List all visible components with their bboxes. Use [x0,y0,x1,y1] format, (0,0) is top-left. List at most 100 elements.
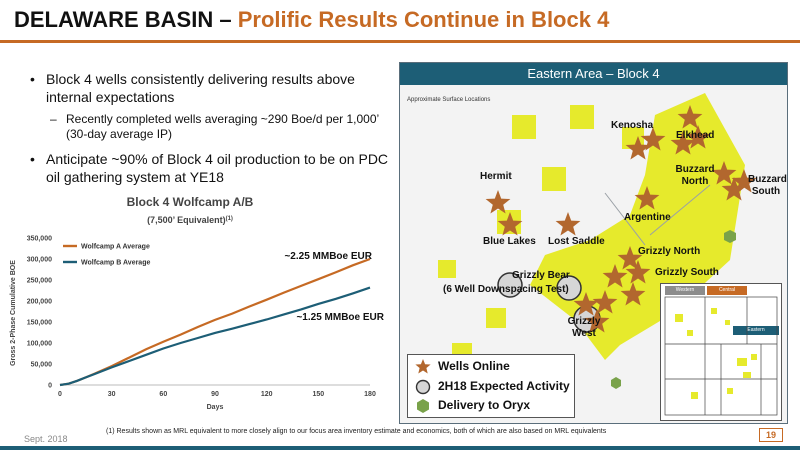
title-basin: DELAWARE BASIN – [14,7,238,32]
chart-ylabel: Gross 2-Phase Cumulative BOE [10,260,17,366]
legend-label: Wolfcamp B Average [81,260,150,267]
well-star-icon [602,264,628,288]
legend-wells-online: Wells Online [438,359,510,373]
well-star-icon [617,246,643,270]
chart-legend: Wolfcamp A Average Wolfcamp B Average [63,244,150,267]
eur-annotation: ~2.25 MMBoe EUR [284,251,372,262]
inset-central-tag: Central [707,286,747,295]
map-gridline [604,192,646,246]
chart-subtitle: (7,500’ Equivalent)(1) [147,215,233,225]
chart-lines [59,257,371,387]
inset-map: Western Central Eastern [660,283,782,421]
inset-acreage-block [737,358,747,366]
inset-map-graphic [664,296,778,416]
inset-acreage-block [691,392,698,399]
map-panel: Eastern Area – Block 4 [399,62,788,424]
sub-bullet-ip-rate: Recently completed wells averaging ~290 … [28,112,393,142]
inset-eastern-tag: Eastern [733,326,779,335]
y-tick-label: 300,000 [27,257,52,264]
bullet-block4-results: Block 4 wells consistently delivering re… [28,70,393,106]
x-tick-label: 0 [58,391,62,398]
inset-acreage-block [727,388,733,394]
well-star-icon [497,212,523,236]
y-tick-label: 100,000 [27,341,52,348]
wolfcamp-cumulative-chart: Block 4 Wolfcamp A/B (7,500’ Equivalent)… [10,195,385,411]
footer-date: Sept. 2018 [24,434,68,444]
label-grizzly-west: Grizzly West [567,316,601,339]
well-star-icon [625,136,651,160]
delivery-marker-grizzly-west [611,377,621,389]
well-star-icon [721,177,747,201]
map-gridlines [604,184,711,246]
acreage-block [542,167,566,191]
acreage-block [486,308,506,328]
label-hermit: Hermit [480,171,512,182]
x-tick-label: 150 [312,391,324,398]
delivery-marker-buzzard [724,230,736,243]
title-bar: DELAWARE BASIN – Prolific Results Contin… [0,0,800,44]
chart-xlabel: Days [207,404,224,411]
label-kenosha: Kenosha [611,120,654,131]
series-line-wolfcamp-b [59,286,371,387]
label-elkhead: Elkhead [676,130,715,141]
label-lost-saddle: Lost Saddle [548,236,605,247]
delivery-markers [611,230,736,389]
legend-expected-activity: 2H18 Expected Activity [438,379,570,393]
hexagon-icon [417,399,429,413]
x-tick-label: 30 [108,391,116,398]
expected-marker-lost-saddle [556,275,582,301]
x-tick-label: 90 [211,391,219,398]
x-tick-label: 180 [364,391,376,398]
chart-subtitle-sup: (1) [226,216,233,222]
x-tick-label: 120 [261,391,273,398]
well-star-icon [640,127,666,151]
footnote: (1) Results shown as MRL equivalent to m… [106,428,607,435]
acreage-block [512,115,536,139]
y-tick-label: 0 [48,383,52,390]
page-title: DELAWARE BASIN – Prolific Results Contin… [14,7,609,33]
y-tick-label: 250,000 [27,278,52,285]
inset-acreage-block [751,354,757,360]
title-headline: Prolific Results Continue in Block 4 [237,7,610,32]
bullet-list: Block 4 wells consistently delivering re… [28,70,393,192]
chart-title: Block 4 Wolfcamp A/B [127,195,254,209]
acreage-block [570,105,594,129]
well-star-icon [485,190,511,214]
well-star-icon [711,161,737,185]
well-star-icon [731,169,757,193]
circle-icon [415,379,431,395]
expected-marker-blue-lakes [497,272,523,298]
label-buzzard-south: Buzzard South [748,174,787,197]
inset-acreage-block [743,372,751,378]
y-tick-label: 150,000 [27,320,52,327]
inset-acreage-block [687,330,693,336]
title-rule [0,40,800,43]
label-argentine: Argentine [624,212,671,223]
inset-acreage-block [725,320,730,325]
bullet-oil-gathering: Anticipate ~90% of Block 4 oil productio… [28,150,393,186]
map-header: Eastern Area – Block 4 [400,63,787,85]
label-downspacing: (6 Well Downspacing Test) [443,284,569,295]
legend-delivery-oryx: Delivery to Oryx [438,398,531,412]
chart-annotations: ~2.25 MMBoe EUR ~1.25 MMBoe EUR [284,251,384,323]
map-gridline [649,184,711,236]
label-grizzly-bear: Grizzly Bear [512,270,570,281]
label-grizzly-north: Grizzly North [638,246,701,257]
well-star-icon [584,309,610,333]
approx-locations-label: Approximate Surface Locations [407,97,491,103]
eur-annotation: ~1.25 MMBoe EUR [296,312,384,323]
inset-acreage-block [711,308,717,314]
inset-acreage-block [675,314,683,322]
well-star-icon [625,260,651,284]
y-tick-label: 200,000 [27,299,52,306]
label-blue-lakes: Blue Lakes [483,236,536,247]
well-star-icon [592,290,618,314]
well-star-icon [573,292,599,316]
inset-western-tag: Western [665,286,705,295]
y-tick-label: 50,000 [31,362,53,369]
chart-subtitle-text: (7,500’ Equivalent) [147,215,226,225]
inset-acreage [675,308,757,399]
y-tick-label: 350,000 [27,236,52,243]
well-star-icon [555,212,581,236]
bottom-rule [0,446,800,450]
